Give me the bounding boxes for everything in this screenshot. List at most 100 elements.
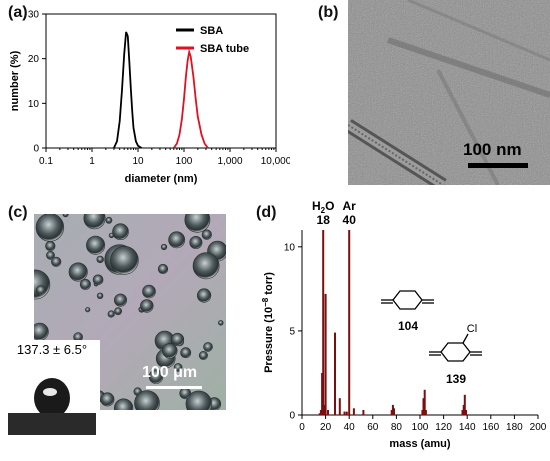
contact-angle-inset: 137.3 ± 6.5° [4,340,100,436]
droplet [114,293,128,307]
y-axis-label: Pressure (10−8 torr) [261,272,275,373]
series-line [173,48,209,149]
y-axis-exponent: −8 [261,297,270,307]
molecule-104-label: 104 [398,319,418,333]
droplet [197,288,212,303]
spectrum-peak [390,410,393,415]
molecule-139-label: 139 [446,372,466,386]
mass-spectrum-chart: 0 20 40 60 80 100 120 140 160 180 200 0 5 10 mass (amu… [261,200,547,450]
droplet [201,229,212,240]
droplet [105,216,113,224]
droplet [218,320,224,326]
spectrum-peak [321,373,324,415]
x-tick-label: 60 [367,422,379,433]
droplet [86,235,106,255]
droplet [35,285,46,296]
droplet [192,252,220,280]
droplet [179,387,191,400]
droplet [142,284,156,299]
y-axis-label: number (%) [9,50,21,111]
spectrum-peak [318,413,321,415]
legend-label: SBA tube [200,43,249,55]
droplet [107,310,115,318]
spectrum-peak [423,389,426,415]
spectrum-peak [352,408,355,415]
droplet [157,263,169,275]
bond [462,333,469,344]
droplet [83,214,106,230]
scale-bar-label: 100 μm [142,364,198,381]
spectrum-peak [424,410,427,415]
spectrum-peak [393,408,395,415]
x-axis-label: diameter (nm) [125,173,198,185]
spectrum-peak [338,398,341,415]
droplet [162,343,178,359]
droplet [112,223,129,241]
spectrum-peak [422,398,425,415]
droplet [46,250,55,260]
droplet [114,307,122,316]
droplet [189,235,203,249]
droplet [85,307,91,313]
subscript: 2 [321,206,326,215]
y-tick-label: 5 [289,326,295,337]
droplet [51,256,62,267]
contact-angle-value: 137.3 ± 6.5° [16,342,88,357]
legend-label: SBA [200,25,223,37]
droplet [185,390,212,410]
spectrum-peak [334,332,336,415]
droplet [110,245,139,275]
droplet [140,299,154,313]
droplet [168,231,186,249]
spectrum-peak [362,410,365,415]
peak-annotation-value: 18 [317,213,331,227]
x-axis-label: mass (amu) [389,438,450,450]
spectrum-peak [462,404,465,415]
panel-c-label: (c) [8,204,28,221]
spectrum-peak [348,230,351,415]
droplet [180,347,192,359]
droplet [68,262,88,282]
spectrum-peak [324,293,327,415]
x-tick-label: 140 [459,422,476,433]
droplet [108,232,115,239]
x-tick-label: 10 [132,156,144,167]
droplet [96,255,104,264]
spectrum-peak [322,230,325,415]
x-tick-label: 120 [435,422,452,433]
panel-a-label: (a) [8,4,28,21]
droplet [203,342,213,352]
x-tick-label: 40 [344,422,356,433]
droplet [184,214,211,233]
size-distribution-chart: 0.1 1 10 100 1,000 10,000 0 10 20 30 diameter (nm)… [9,10,290,186]
peak-annotation-value: 40 [343,213,357,227]
droplet [100,392,115,407]
spectrum-peak [327,410,329,415]
molecule-139-structure [429,333,482,362]
y-tick-label: 20 [28,54,40,65]
spectrum-peak [463,394,466,415]
x-tick-label: 1,000 [217,156,242,167]
ring [392,290,423,310]
tem-image: 100 nm [348,0,550,185]
x-tick-label: 0 [299,422,305,433]
spectrum-peak [319,410,322,415]
droplet [173,363,183,372]
peak-annotation-label: Ar [343,200,357,213]
spectrum-peak [465,410,467,415]
peak-annotation-label: H2O [312,200,334,215]
droplet [45,240,56,252]
scale-bar [468,163,528,168]
droplet [35,214,65,242]
droplet [92,274,104,286]
y-tick-label: 0 [33,144,39,155]
droplet [34,322,49,341]
x-tick-label: 80 [391,422,403,433]
x-tick-label: 200 [530,422,547,433]
droplet [134,390,160,410]
spectrum-peak [343,411,346,415]
x-tick-label: 100 [176,156,193,167]
droplet [114,398,134,410]
x-tick-label: 0.1 [39,156,53,167]
x-tick-label: 1 [89,156,95,167]
